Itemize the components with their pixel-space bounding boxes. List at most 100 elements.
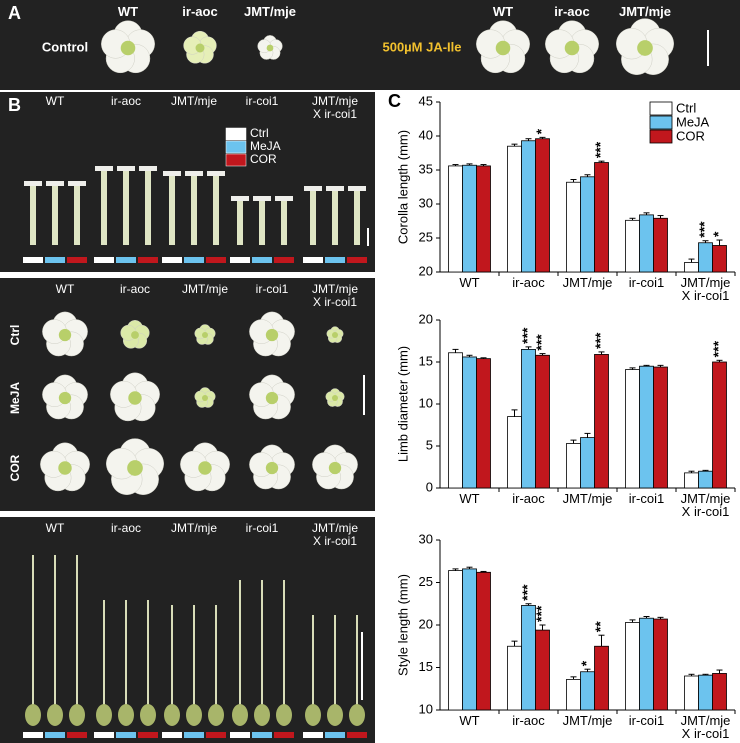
flower-center — [131, 331, 139, 339]
bar — [566, 679, 581, 711]
flower-center — [265, 391, 279, 405]
significance: ** — [592, 621, 608, 632]
bar — [507, 416, 522, 489]
bar — [639, 214, 654, 273]
column-header: JMT/mje — [171, 94, 217, 108]
treatment-bar — [184, 732, 204, 738]
ovary-photo — [69, 704, 85, 726]
column-header: WT — [55, 282, 75, 296]
column-header: JMT/mje — [171, 521, 217, 535]
bar — [580, 671, 595, 711]
treatment-bar — [67, 257, 87, 263]
treatment-bar — [116, 732, 136, 738]
flower-center — [58, 391, 72, 405]
corolla-photo — [101, 170, 107, 245]
ovary-photo — [232, 704, 248, 726]
corolla-limb — [68, 181, 86, 186]
corolla-photo — [123, 170, 129, 245]
corolla-limb — [207, 171, 225, 176]
corolla-limb — [46, 181, 64, 186]
treatment-bar — [94, 732, 114, 738]
corolla-limb — [275, 196, 293, 201]
y-tick-label: 20 — [419, 616, 433, 631]
ovary-photo — [276, 704, 292, 726]
column-header: WT — [45, 521, 65, 535]
flower-center — [195, 43, 205, 53]
x-tick-label: WT — [459, 491, 480, 506]
significance: * — [578, 660, 594, 666]
x-tick-label: WT — [459, 713, 480, 728]
bar — [625, 219, 640, 273]
bar — [639, 365, 654, 489]
y-axis-label: Style length (mm) — [395, 574, 410, 676]
corolla-limb — [253, 196, 271, 201]
bar — [476, 358, 491, 489]
ovary-photo — [254, 704, 270, 726]
bar — [580, 437, 595, 489]
column-header: ir-aoc — [182, 4, 218, 19]
treatment-bar — [116, 257, 136, 263]
treatment-bar — [303, 732, 323, 738]
ovary-photo — [140, 704, 156, 726]
legend-label: COR — [250, 152, 277, 166]
flower-center — [127, 460, 143, 476]
flower-center — [198, 461, 212, 475]
column-header: JMT/mje X ir-coi1 — [312, 521, 358, 548]
ovary-photo — [349, 704, 365, 726]
treatment-bar — [252, 732, 272, 738]
treatment-bar — [303, 257, 323, 263]
flower-center — [495, 40, 511, 56]
legend-swatch — [225, 127, 247, 141]
treatment-bar — [23, 732, 43, 738]
row-label: MeJA — [8, 382, 22, 414]
bar — [698, 674, 713, 711]
bar — [521, 348, 536, 489]
column-header: ir-aoc — [119, 282, 151, 296]
treatment-bar — [206, 257, 226, 263]
bar — [653, 618, 668, 711]
y-tick-label: 10 — [419, 701, 433, 716]
flower-center — [58, 328, 72, 342]
x-tick-label: ir-aoc — [512, 713, 545, 728]
treatment-bar — [252, 257, 272, 263]
row-label: COR — [8, 454, 22, 481]
column-header: ir-coi1 — [245, 521, 279, 535]
ovary-photo — [186, 704, 202, 726]
corolla-photo — [237, 200, 243, 245]
significance: *** — [592, 141, 608, 158]
panel-label: A — [8, 3, 21, 23]
treatment-bar — [184, 257, 204, 263]
flower-center — [328, 461, 342, 475]
y-tick-label: 10 — [419, 395, 433, 410]
legend-swatch — [225, 153, 247, 167]
bar — [507, 645, 522, 711]
bar — [535, 138, 550, 273]
bar — [476, 165, 491, 273]
bar — [653, 217, 668, 273]
flower-center — [265, 461, 279, 475]
bar — [566, 443, 581, 489]
column-header: WT — [117, 4, 139, 19]
column-header: JMT/mje — [182, 282, 228, 296]
y-tick-label: 30 — [419, 195, 433, 210]
corolla-photo — [145, 170, 151, 245]
bar — [535, 629, 550, 711]
significance: * — [710, 231, 726, 237]
treatment-bar — [347, 257, 367, 263]
row-label: 500µM JA-Ile — [382, 39, 461, 54]
corolla-photo — [74, 185, 80, 245]
legend-label: COR — [676, 128, 705, 143]
treatment-bar — [162, 732, 182, 738]
treatment-bar — [230, 732, 250, 738]
x-tick-label: JMT/mje — [562, 713, 613, 728]
significance: *** — [533, 605, 549, 622]
treatment-bar — [23, 257, 43, 263]
bar — [462, 356, 477, 489]
x-tick-label: JMT/mje — [562, 491, 613, 506]
significance: *** — [592, 332, 608, 349]
corolla-photo — [52, 185, 58, 245]
ovary-photo — [118, 704, 134, 726]
treatment-bar — [138, 257, 158, 263]
flower-center — [202, 332, 208, 338]
treatment-bar — [347, 732, 367, 738]
